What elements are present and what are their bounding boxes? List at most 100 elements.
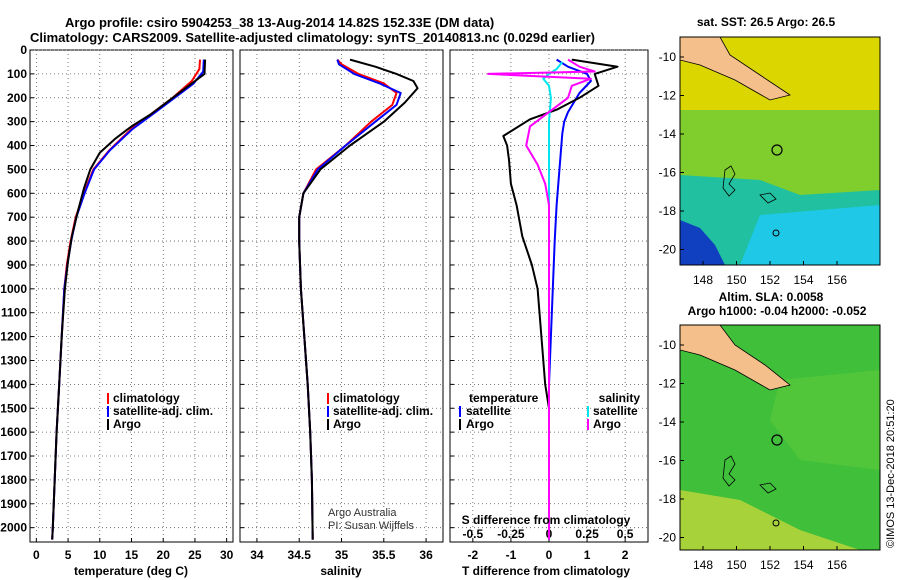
x-tick-label: 20 xyxy=(157,548,171,562)
legend-label-t-satellite: satellite xyxy=(466,404,511,418)
depth-tick-label: 600 xyxy=(7,186,27,200)
difference-legend: temperature satellite Argo salinity sate… xyxy=(459,391,641,431)
series-line-climatology xyxy=(298,58,398,540)
x-tick-label: 25 xyxy=(188,548,202,562)
credit-argo-australia: Argo Australia xyxy=(328,507,397,519)
depth-axis: 0 100 200 300 400 500 600 700 800 900 1000 1100 1200… xyxy=(0,43,454,535)
salinity-axis-label: salinity xyxy=(320,564,362,578)
sla-map: Altim. SLA: 0.0058 Argo h1000: -0.04 h20… xyxy=(679,290,881,551)
x-tick-label: 0 xyxy=(33,548,40,562)
x-tick-label: 2 xyxy=(622,548,629,562)
depth-tick-label: 800 xyxy=(7,234,27,248)
x-tick-label: 10 xyxy=(93,548,107,562)
x-tick-label: -2 xyxy=(468,548,479,562)
salinity-panel-frame xyxy=(239,49,444,543)
legend-title-temperature: temperature xyxy=(469,391,539,405)
series-line-satellite xyxy=(542,61,564,540)
series-line-satellite-adj-clim- xyxy=(298,59,402,540)
map-lat-label: -12 xyxy=(659,377,677,391)
legend-label-argo: Argo xyxy=(113,417,141,431)
sst-map-small-marker xyxy=(772,229,780,237)
sla-map-title-1: Altim. SLA: 0.0058 xyxy=(719,290,824,304)
x-axes: 0 5 10 15 20 25 30 34 34.5 35 35.5 36 -2 -1 0 1 2 -0.5 -0.… xyxy=(33,527,634,562)
depth-tick-label: 1300 xyxy=(0,353,27,367)
temperature-axis-label: temperature (deg C) xyxy=(74,564,188,578)
map-lon-label: 152 xyxy=(760,273,780,287)
x-tick-label: 34 xyxy=(250,548,264,562)
depth-tick-label: 900 xyxy=(7,258,27,272)
series-line-argo xyxy=(51,59,207,540)
map-lat-label: -18 xyxy=(659,204,677,218)
imos-credit: ©IMOS 13-Dec-2018 20:51:20 xyxy=(885,399,897,548)
header-line-2: Climatology: CARS2009. Satellite-adjuste… xyxy=(30,30,595,45)
x-tick-label: 0 xyxy=(546,548,553,562)
sst-map-land xyxy=(679,36,791,101)
map-lat-label: -14 xyxy=(659,415,677,429)
map-lon-label: 154 xyxy=(793,558,813,572)
x-tick-label: 35 xyxy=(335,548,349,562)
depth-tick-label: 200 xyxy=(7,91,27,105)
sla-map-reefs xyxy=(722,455,777,494)
map-lat-label: -20 xyxy=(659,243,677,257)
sst-map-zone-deep xyxy=(680,220,725,265)
x-tick-label: 15 xyxy=(125,548,139,562)
sst-map-argo-marker xyxy=(771,144,783,156)
map-lon-label: 154 xyxy=(793,273,813,287)
depth-tick-label: 2000 xyxy=(0,521,27,535)
map-lon-label: 148 xyxy=(693,273,713,287)
s-difference-axis-label: S difference from climatology xyxy=(462,513,631,527)
sst-map: sat. SST: 26.5 Argo: 26.5 xyxy=(679,15,881,266)
map-lat-label: -10 xyxy=(659,50,677,64)
series-layer xyxy=(51,58,619,540)
legend-label-satellite: satellite-adj. clim. xyxy=(333,404,433,418)
legend-label-t-argo: Argo xyxy=(466,417,494,431)
series-line-argo xyxy=(502,58,619,540)
sst-map-reefs xyxy=(722,165,777,204)
temperature-panel-frame xyxy=(29,49,234,543)
series-line-argo xyxy=(487,58,596,540)
depth-tick-label: 0 xyxy=(20,43,27,57)
legend-label-climatology: climatology xyxy=(113,391,180,405)
map-lat-label: -10 xyxy=(659,338,677,352)
s-diff-tick-label: 0.5 xyxy=(617,527,634,541)
sla-map-zone-a xyxy=(770,370,880,470)
depth-tick-label: 1500 xyxy=(0,401,27,415)
sla-map-frame xyxy=(679,324,881,551)
sla-map-small-marker xyxy=(772,519,780,527)
sla-map-title-2: Argo h1000: -0.04 h2000: -0.052 xyxy=(688,304,867,318)
legend-label-satellite: satellite-adj. clim. xyxy=(113,404,213,418)
legend-label-s-satellite: satellite xyxy=(593,404,638,418)
map-lat-label: -18 xyxy=(659,492,677,506)
legend-title-salinity: salinity xyxy=(599,391,641,405)
credit-pi: PI: Susan Wijffels xyxy=(328,520,414,532)
depth-tick-label: 1700 xyxy=(0,449,27,463)
depth-tick-label: 1600 xyxy=(0,425,27,439)
x-tick-label: 5 xyxy=(65,548,72,562)
depth-tick-label: 300 xyxy=(7,115,27,129)
t-difference-axis-label: T difference from climatology xyxy=(462,564,630,578)
sst-map-frame xyxy=(679,36,881,266)
legend-label-argo: Argo xyxy=(333,417,361,431)
s-diff-tick-label: -0.5 xyxy=(463,527,484,541)
temperature-legend: climatology satellite-adj. clim. Argo xyxy=(107,391,213,431)
map-lon-label: 148 xyxy=(693,558,713,572)
series-line-satellite xyxy=(548,58,592,540)
depth-tick-label: 1000 xyxy=(0,282,27,296)
grid-layer xyxy=(30,49,648,542)
sla-map-argo-marker xyxy=(771,434,783,446)
x-tick-label: -1 xyxy=(506,548,517,562)
x-tick-label: 35.5 xyxy=(372,548,396,562)
map-lon-label: 150 xyxy=(726,273,746,287)
map-lon-label: 156 xyxy=(827,558,847,572)
map-lat-label: -16 xyxy=(659,166,677,180)
map-lat-label: -14 xyxy=(659,127,677,141)
depth-tick-label: 1400 xyxy=(0,377,27,391)
depth-tick-label: 1800 xyxy=(0,473,27,487)
depth-tick-label: 1100 xyxy=(1,306,27,320)
series-line-argo xyxy=(298,58,419,540)
x-tick-label: 34.5 xyxy=(288,548,312,562)
depth-tick-label: 1200 xyxy=(0,330,27,344)
map-lon-label: 152 xyxy=(760,558,780,572)
depth-tick-label: 1900 xyxy=(0,497,27,511)
